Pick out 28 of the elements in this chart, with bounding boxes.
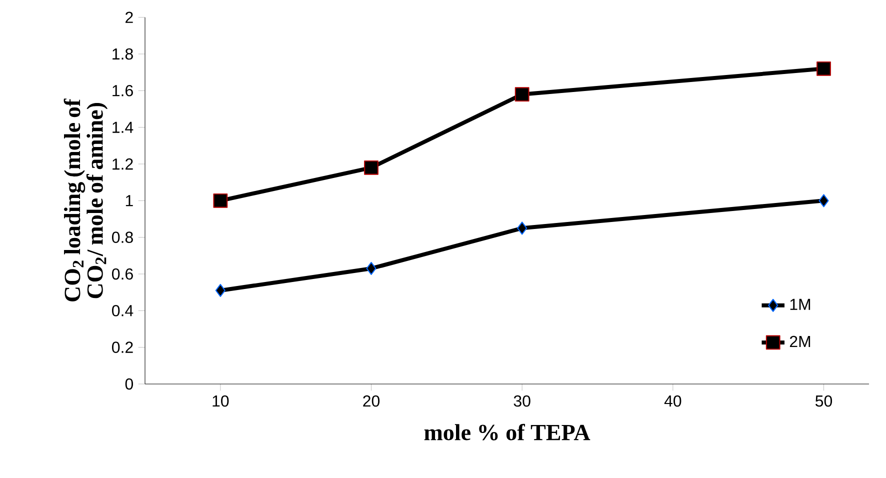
y-tick-label: 1: [126, 195, 133, 206]
point: [215, 284, 226, 298]
y-tick-label: 0.8: [112, 232, 133, 243]
point: [366, 262, 376, 276]
y-tick-label: 0.6: [112, 268, 133, 280]
legend-label: 2M: [790, 336, 810, 348]
y-tick-label: 1.4: [112, 122, 134, 133]
point: [213, 193, 228, 208]
y-tick-label: 0.4: [112, 304, 134, 316]
point: [816, 61, 831, 76]
point: [514, 87, 530, 102]
y-axis-title: CO$_{2}$ loading (mole of CO$_{2}$/ mole of amine): [64, 98, 108, 302]
y-tick-label: 0: [125, 378, 134, 390]
x-tick-label: 20: [363, 395, 380, 407]
y-tick-label: 0.2: [112, 342, 133, 353]
x-tick-label: 30: [514, 395, 530, 407]
x-axis-title: mole % of TEPA: [424, 424, 590, 440]
point: [364, 160, 378, 175]
x-tick-label: 10: [212, 395, 229, 407]
y-tick-label: 1.8: [112, 48, 133, 60]
point: [517, 222, 528, 235]
y-tick-label: 2: [126, 12, 133, 23]
legend-label: 1M: [790, 298, 810, 310]
x-tick-label: 50: [815, 395, 832, 407]
point: [818, 194, 829, 208]
y-tick-label: 1.6: [112, 85, 133, 96]
x-tick-label: 40: [664, 395, 682, 407]
y-tick-label: 1.2: [112, 158, 133, 170]
